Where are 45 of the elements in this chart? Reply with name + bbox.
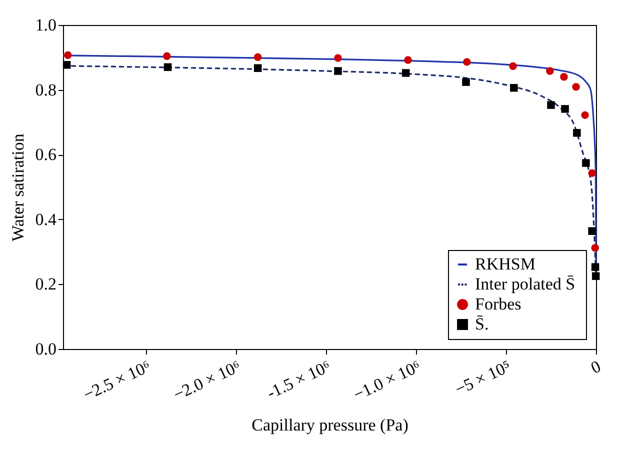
x-tick-label: −1.0 × 10⁶ [350,356,424,404]
point [546,67,554,75]
point [254,53,262,61]
x-tick-label: −2.5 × 10⁶ [80,356,154,404]
point [404,56,412,64]
point [581,111,589,119]
x-tick-label: −2.0 × 10⁶ [170,356,244,404]
point [463,58,471,66]
point [510,84,518,92]
point [402,69,410,77]
y-tick-label: 0.4 [35,210,57,229]
legend-label: Inter polated S̄ [475,274,576,294]
point [588,227,596,235]
y-tick-label: 1.0 [35,16,56,34]
point [592,272,600,280]
y-tick-label: 0.2 [35,274,56,294]
y-tick-label: 0.8 [35,80,56,100]
point [560,72,568,81]
point [163,52,171,60]
point [334,67,342,75]
x-axis-title: Capillary pressure (Pa) [252,415,408,434]
legend-label: Forbes [475,294,522,314]
point [591,263,600,271]
point [64,51,72,59]
point [572,83,580,91]
x-tick-label: -1.5 × 10⁶ [264,356,334,403]
point [462,78,470,86]
point [591,244,599,252]
x-tick-label: 0 [588,356,604,378]
point [582,159,590,167]
point [62,60,71,69]
legend-label: RKHSM [475,254,536,274]
point [547,101,555,109]
point [509,62,517,70]
point [588,169,596,177]
x-tick-label: −5 × 10⁵ [452,356,514,399]
y-tick-label: 0.0 [35,340,56,358]
point [573,129,581,137]
point [254,64,262,72]
legend-label: S̄. [475,314,489,334]
point [164,63,172,71]
point [561,105,569,113]
y-axis-title: Water satiration [8,133,28,242]
point [334,54,342,62]
y-tick-label: 0.6 [35,145,56,164]
